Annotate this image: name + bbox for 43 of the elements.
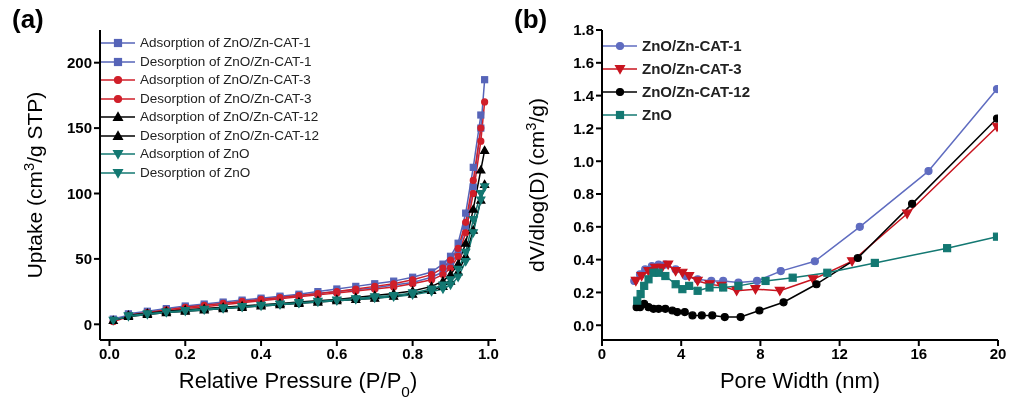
y-tick-label: 150 xyxy=(66,119,92,137)
legend-label: ZnO/Zn-CAT-1 xyxy=(642,37,742,54)
y-tick-label: 0.8 xyxy=(573,185,594,203)
x-tick-label: 16 xyxy=(910,344,928,362)
text: (b) xyxy=(514,4,548,34)
y-tick-label: 100 xyxy=(66,184,92,202)
x-tick-label: 20 xyxy=(989,344,1007,362)
legend-label: ZnO/Zn-CAT-12 xyxy=(642,83,751,100)
y-tick-label: 50 xyxy=(75,250,92,268)
y-tick-label: 1.2 xyxy=(573,119,594,137)
y-tick-label: 0.0 xyxy=(573,316,594,334)
x-tick-label: 1.0 xyxy=(477,344,499,362)
y-tick-label: 1.4 xyxy=(573,86,595,104)
x-tick-label: 0.0 xyxy=(99,344,120,362)
x-tick-label: 0.2 xyxy=(174,344,196,362)
legend-label: Adsorption of ZnO/Zn-CAT-12 xyxy=(140,109,319,124)
x-axis-title: Pore Width (nm) xyxy=(719,368,881,393)
y-tick-label: 0.2 xyxy=(573,283,594,301)
legend-label: Desorption of ZnO xyxy=(140,164,251,180)
legend-label: Desorption of ZnO/Zn-CAT-3 xyxy=(140,90,312,106)
legend-label: Adsorption of ZnO/Zn-CAT-1 xyxy=(140,35,311,50)
y-tick-label: 0.6 xyxy=(573,218,594,236)
y-tick-label: 1.6 xyxy=(573,54,594,72)
legend-label: Adsorption of ZnO/Zn-CAT-3 xyxy=(140,72,311,87)
x-tick-label: 0.4 xyxy=(250,344,273,362)
x-tick-label: 0.8 xyxy=(402,344,424,362)
x-axis-title: Relative Pressure (P/P$_{0}$) xyxy=(178,368,418,400)
y-tick-label: 1.0 xyxy=(573,152,594,170)
y-tick-label: 0.4 xyxy=(573,250,595,268)
y-tick-label: 200 xyxy=(66,54,92,72)
x-tick-label: 0 xyxy=(597,344,607,362)
text: (a) xyxy=(12,4,44,34)
legend-label: ZnO/Zn-CAT-3 xyxy=(642,60,742,77)
x-tick-label: 12 xyxy=(831,344,848,362)
x-tick-label: 4 xyxy=(677,344,687,362)
legend-label: Adsorption of ZnO xyxy=(140,146,250,161)
y-tick-label: 0 xyxy=(83,315,92,333)
legend-label: Desorption of ZnO/Zn-CAT-12 xyxy=(140,127,320,143)
x-tick-label: 0.6 xyxy=(326,344,348,362)
y-tick-label: 1.8 xyxy=(573,21,594,39)
legend-label: ZnO xyxy=(642,106,672,123)
legend-label: Desorption of ZnO/Zn-CAT-1 xyxy=(140,53,312,69)
x-tick-label: 8 xyxy=(756,344,765,362)
